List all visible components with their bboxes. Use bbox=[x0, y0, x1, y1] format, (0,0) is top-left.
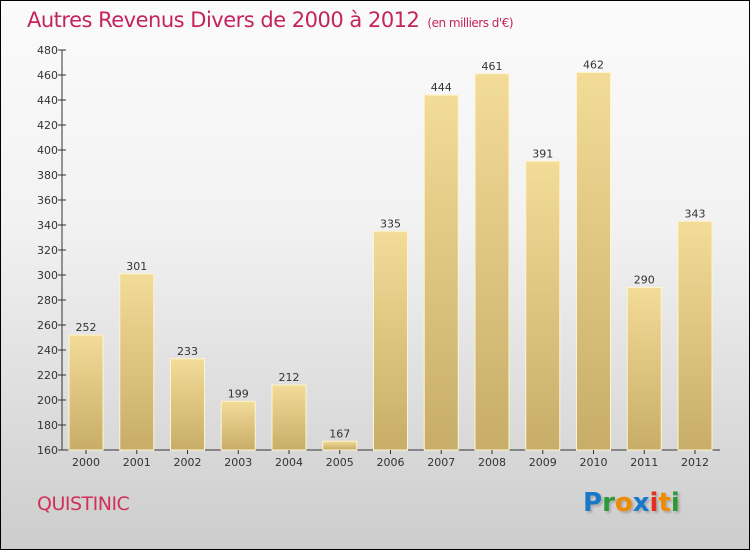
y-tick-label: 220 bbox=[37, 369, 58, 382]
data-label: 212 bbox=[279, 371, 300, 384]
data-label: 199 bbox=[228, 387, 249, 400]
location-label: QUISTINIC bbox=[37, 493, 130, 515]
x-tick-label: 2002 bbox=[174, 456, 202, 469]
chart-title: Autres Revenus Divers de 2000 à 2012 (en … bbox=[27, 8, 514, 32]
x-tick-label: 2007 bbox=[427, 456, 455, 469]
y-tick-label: 180 bbox=[37, 419, 58, 432]
y-tick-label: 240 bbox=[37, 344, 58, 357]
bar-2011 bbox=[626, 287, 662, 451]
x-tick-label: 2012 bbox=[681, 456, 709, 469]
bar-2002 bbox=[170, 358, 205, 451]
logo-letter: o bbox=[614, 488, 633, 518]
y-tick-label: 460 bbox=[37, 69, 58, 82]
y-tick-label: 260 bbox=[37, 319, 58, 332]
data-label: 462 bbox=[583, 59, 604, 72]
x-tick-label: 2008 bbox=[478, 456, 506, 469]
y-tick-label: 420 bbox=[37, 119, 58, 132]
x-tick-label: 2006 bbox=[377, 456, 405, 469]
data-label: 335 bbox=[380, 217, 401, 230]
y-tick-label: 320 bbox=[37, 244, 58, 257]
bar-2009 bbox=[525, 160, 561, 451]
bar-2000 bbox=[68, 334, 104, 451]
x-tick-label: 2010 bbox=[580, 456, 608, 469]
x-tick-label: 2003 bbox=[224, 456, 252, 469]
x-tick-label: 2000 bbox=[72, 456, 100, 469]
logo-letter: x bbox=[632, 488, 650, 518]
bar-2005 bbox=[322, 440, 358, 451]
data-label: 233 bbox=[177, 345, 198, 358]
data-label: 461 bbox=[482, 60, 503, 73]
y-tick-label: 160 bbox=[37, 444, 58, 457]
data-label: 343 bbox=[685, 207, 706, 220]
bar-2008 bbox=[474, 73, 510, 451]
data-label: 444 bbox=[431, 81, 452, 94]
data-label: 252 bbox=[76, 321, 97, 334]
x-tick-label: 2004 bbox=[275, 456, 303, 469]
bar-2010 bbox=[576, 72, 611, 451]
subtitle-text: (en milliers d'€) bbox=[427, 16, 514, 30]
title-text: Autres Revenus Divers de 2000 à 2012 bbox=[27, 8, 420, 32]
logo-letter: i bbox=[670, 488, 680, 518]
bar-2006 bbox=[373, 230, 408, 451]
data-label: 290 bbox=[634, 274, 655, 287]
logo-letter: P bbox=[583, 488, 603, 518]
y-tick-label: 440 bbox=[37, 94, 58, 107]
data-label: 301 bbox=[126, 260, 147, 273]
bar-2003 bbox=[220, 400, 256, 451]
y-tick-label: 300 bbox=[37, 269, 58, 282]
y-tick-label: 360 bbox=[37, 194, 58, 207]
y-tick-label: 480 bbox=[37, 44, 58, 57]
y-tick-label: 200 bbox=[37, 394, 58, 407]
proxiti-logo[interactable]: Proxiti bbox=[583, 488, 680, 518]
y-tick-label: 340 bbox=[37, 219, 58, 232]
bar-2001 bbox=[119, 273, 155, 451]
logo-letter: i bbox=[649, 488, 659, 518]
bar-2004 bbox=[271, 384, 307, 451]
bar-2012 bbox=[677, 220, 713, 451]
data-label: 167 bbox=[329, 427, 350, 440]
data-label: 391 bbox=[532, 147, 553, 160]
x-tick-label: 2009 bbox=[529, 456, 557, 469]
bar-2007 bbox=[423, 94, 459, 451]
logo-letter: r bbox=[602, 488, 615, 518]
x-tick-label: 2011 bbox=[630, 456, 658, 469]
x-tick-label: 2005 bbox=[326, 456, 354, 469]
x-tick-label: 2001 bbox=[123, 456, 151, 469]
logo-letter: t bbox=[658, 488, 671, 518]
y-tick-label: 400 bbox=[37, 144, 58, 157]
y-tick-label: 380 bbox=[37, 169, 58, 182]
y-tick-label: 280 bbox=[37, 294, 58, 307]
